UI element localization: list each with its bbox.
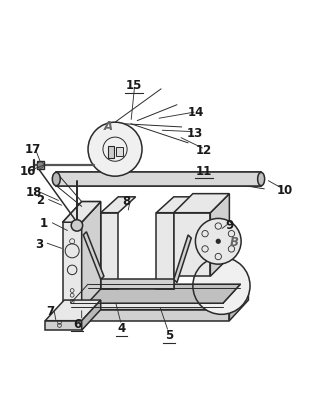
Text: 5: 5 — [165, 330, 173, 342]
Polygon shape — [156, 213, 174, 289]
Polygon shape — [45, 300, 101, 321]
Polygon shape — [63, 289, 249, 310]
Polygon shape — [174, 213, 210, 276]
Bar — [108, 146, 114, 158]
Polygon shape — [63, 202, 101, 222]
Text: B: B — [230, 236, 239, 249]
Text: 12: 12 — [196, 144, 212, 157]
Polygon shape — [83, 232, 104, 280]
Text: A: A — [104, 120, 113, 134]
Ellipse shape — [258, 172, 265, 186]
Text: 18: 18 — [26, 186, 42, 198]
Polygon shape — [101, 197, 136, 213]
Polygon shape — [82, 300, 101, 330]
Bar — [116, 147, 123, 156]
Circle shape — [88, 122, 142, 176]
Polygon shape — [70, 284, 241, 303]
Polygon shape — [229, 289, 249, 321]
Polygon shape — [63, 310, 229, 321]
Text: 14: 14 — [188, 106, 204, 119]
Polygon shape — [63, 202, 101, 222]
Text: 9: 9 — [225, 219, 234, 232]
Polygon shape — [210, 194, 229, 276]
Polygon shape — [82, 202, 101, 310]
Polygon shape — [156, 197, 191, 213]
Polygon shape — [56, 172, 261, 186]
Text: 6: 6 — [73, 318, 81, 331]
Text: 16: 16 — [19, 165, 36, 178]
Text: 1: 1 — [40, 217, 48, 230]
Circle shape — [216, 239, 220, 243]
Text: 17: 17 — [24, 143, 41, 156]
Circle shape — [196, 218, 241, 264]
Circle shape — [193, 257, 250, 314]
Polygon shape — [45, 321, 82, 330]
Polygon shape — [174, 235, 191, 282]
Polygon shape — [101, 280, 174, 289]
Text: 8: 8 — [122, 195, 130, 208]
Text: 2: 2 — [36, 194, 44, 206]
Ellipse shape — [52, 172, 60, 186]
Text: 7: 7 — [46, 305, 54, 318]
Text: 15: 15 — [126, 79, 142, 92]
Text: 3: 3 — [35, 238, 43, 251]
Bar — [37, 161, 44, 169]
Text: 4: 4 — [117, 322, 125, 335]
Circle shape — [71, 220, 83, 231]
Text: 11: 11 — [196, 165, 212, 178]
Text: 10: 10 — [277, 184, 293, 197]
Text: 13: 13 — [186, 127, 203, 140]
Polygon shape — [101, 213, 118, 289]
Circle shape — [37, 162, 44, 168]
Polygon shape — [63, 222, 82, 310]
Polygon shape — [174, 194, 229, 213]
